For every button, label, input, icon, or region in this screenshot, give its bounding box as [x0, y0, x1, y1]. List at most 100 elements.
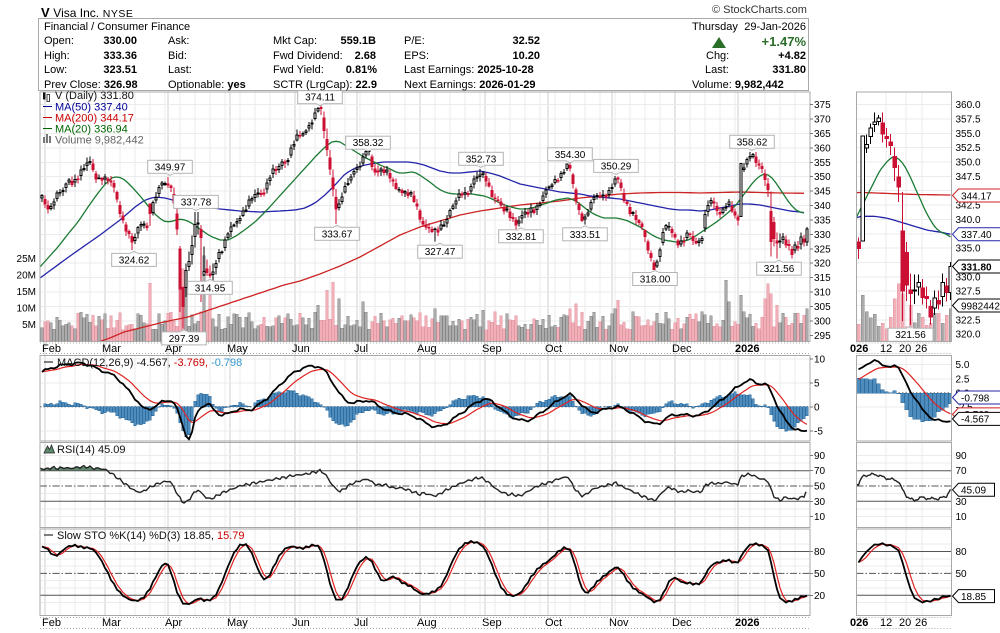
- svg-text:90: 90: [956, 451, 968, 462]
- svg-text:Feb: Feb: [42, 343, 61, 355]
- svg-text:305: 305: [814, 302, 831, 313]
- svg-text:Jul: Jul: [354, 617, 368, 629]
- svg-text:358.62: 358.62: [737, 137, 768, 148]
- svg-text:Sep: Sep: [482, 343, 502, 355]
- svg-text:26: 26: [915, 617, 927, 629]
- svg-text:375: 375: [814, 100, 831, 111]
- svg-text:30: 30: [956, 497, 968, 508]
- svg-text:V (Daily) 331.80: V (Daily) 331.80: [55, 90, 134, 102]
- svg-text:15M: 15M: [17, 287, 36, 298]
- svg-text:5.0: 5.0: [956, 360, 970, 371]
- svg-text:325: 325: [814, 244, 831, 255]
- svg-text:20M: 20M: [17, 271, 36, 282]
- svg-text:9982442: 9982442: [961, 301, 1000, 312]
- svg-text:45.09: 45.09: [961, 486, 986, 497]
- svg-text:Oct: Oct: [545, 617, 562, 629]
- svg-text:332.81: 332.81: [506, 232, 537, 243]
- svg-text:327.47: 327.47: [425, 247, 456, 258]
- svg-text:322.5: 322.5: [956, 315, 981, 326]
- svg-text:357.5: 357.5: [956, 114, 981, 125]
- svg-text:340.0: 340.0: [956, 215, 981, 226]
- svg-text:330.0: 330.0: [956, 272, 981, 283]
- svg-text:Nov: Nov: [609, 343, 629, 355]
- svg-text:297.39: 297.39: [169, 334, 200, 345]
- svg-text:50: 50: [956, 569, 968, 580]
- svg-text:70: 70: [956, 466, 968, 477]
- svg-text:360.0: 360.0: [956, 100, 981, 111]
- svg-text:300: 300: [814, 316, 831, 327]
- svg-text:-0.798: -0.798: [961, 393, 990, 404]
- svg-text:12: 12: [880, 617, 892, 629]
- svg-text:5M: 5M: [22, 320, 36, 331]
- svg-text:Dec: Dec: [672, 617, 692, 629]
- svg-text:MA(200) 344.17: MA(200) 344.17: [55, 113, 134, 125]
- svg-text:350: 350: [814, 172, 831, 183]
- svg-text:354.30: 354.30: [555, 150, 586, 161]
- svg-text:321.56: 321.56: [895, 330, 926, 341]
- svg-text:347.5: 347.5: [956, 172, 981, 183]
- svg-text:MACD(12,26,9) -4.567, -3.769,: MACD(12,26,9) -4.567, -3.769, -0.798: [57, 357, 242, 369]
- svg-text:10M: 10M: [17, 304, 36, 315]
- svg-text:315: 315: [814, 273, 831, 284]
- svg-text:355: 355: [814, 158, 831, 169]
- svg-text:370: 370: [814, 115, 831, 126]
- svg-text:50: 50: [814, 569, 826, 580]
- svg-text:337.78: 337.78: [181, 197, 212, 208]
- svg-text:Feb: Feb: [42, 617, 61, 629]
- svg-text:2026: 2026: [735, 343, 759, 355]
- svg-text:MA(50) 337.40: MA(50) 337.40: [55, 102, 128, 114]
- svg-text:-5: -5: [814, 426, 823, 437]
- svg-text:350.29: 350.29: [601, 161, 632, 172]
- svg-text:MA(20) 336.94: MA(20) 336.94: [55, 124, 128, 136]
- svg-text:365: 365: [814, 129, 831, 140]
- svg-text:350.0: 350.0: [956, 158, 981, 169]
- svg-text:342.5: 342.5: [956, 201, 981, 212]
- svg-text:18.85: 18.85: [961, 592, 986, 603]
- svg-text:340: 340: [814, 201, 831, 212]
- svg-text:335: 335: [814, 216, 831, 227]
- svg-text:Slow STO %K(14) %D(3) 18.85, 1: Slow STO %K(14) %D(3) 18.85, 15.79: [57, 530, 245, 542]
- svg-text:26: 26: [915, 343, 927, 355]
- svg-text:310: 310: [814, 288, 831, 299]
- svg-text:RSI(14) 45.09: RSI(14) 45.09: [57, 444, 125, 456]
- svg-text:20: 20: [899, 343, 911, 355]
- svg-text:5: 5: [814, 378, 820, 389]
- svg-text:314.95: 314.95: [195, 283, 226, 294]
- svg-text:Dec: Dec: [672, 343, 692, 355]
- svg-text:Jul: Jul: [354, 343, 368, 355]
- svg-text:12: 12: [880, 343, 892, 355]
- svg-text:349.97: 349.97: [155, 162, 186, 173]
- svg-text:Apr: Apr: [165, 617, 182, 629]
- svg-text:318.00: 318.00: [640, 275, 671, 286]
- svg-text:20: 20: [814, 591, 826, 602]
- svg-text:320.0: 320.0: [956, 330, 981, 341]
- svg-text:331.80: 331.80: [961, 262, 992, 273]
- svg-text:Jun: Jun: [292, 343, 310, 355]
- svg-text:333.51: 333.51: [570, 230, 601, 241]
- svg-text:0: 0: [814, 402, 820, 413]
- svg-text:320: 320: [814, 259, 831, 270]
- svg-text:May: May: [227, 617, 248, 629]
- svg-text:333.67: 333.67: [322, 229, 353, 240]
- svg-text:Apr: Apr: [165, 343, 182, 355]
- svg-text:50: 50: [814, 482, 826, 493]
- svg-text:Mar: Mar: [102, 343, 121, 355]
- svg-text:327.5: 327.5: [956, 287, 981, 298]
- svg-text:358.32: 358.32: [353, 138, 384, 149]
- svg-text:360: 360: [814, 143, 831, 154]
- svg-text:352.73: 352.73: [466, 154, 497, 165]
- svg-text:355.0: 355.0: [956, 129, 981, 140]
- svg-text:026: 026: [850, 343, 868, 355]
- svg-text:Nov: Nov: [609, 617, 629, 629]
- svg-text:80: 80: [956, 547, 968, 558]
- svg-text:330: 330: [814, 230, 831, 241]
- svg-text:10: 10: [814, 354, 826, 365]
- svg-text:Oct: Oct: [545, 343, 562, 355]
- svg-text:30: 30: [814, 497, 826, 508]
- svg-text:Volume 9,982,442: Volume 9,982,442: [55, 135, 144, 147]
- svg-text:352.5: 352.5: [956, 143, 981, 154]
- svg-text:Aug: Aug: [417, 617, 437, 629]
- svg-text:70: 70: [814, 466, 826, 477]
- svg-text:337.40: 337.40: [961, 230, 992, 241]
- svg-text:20: 20: [899, 617, 911, 629]
